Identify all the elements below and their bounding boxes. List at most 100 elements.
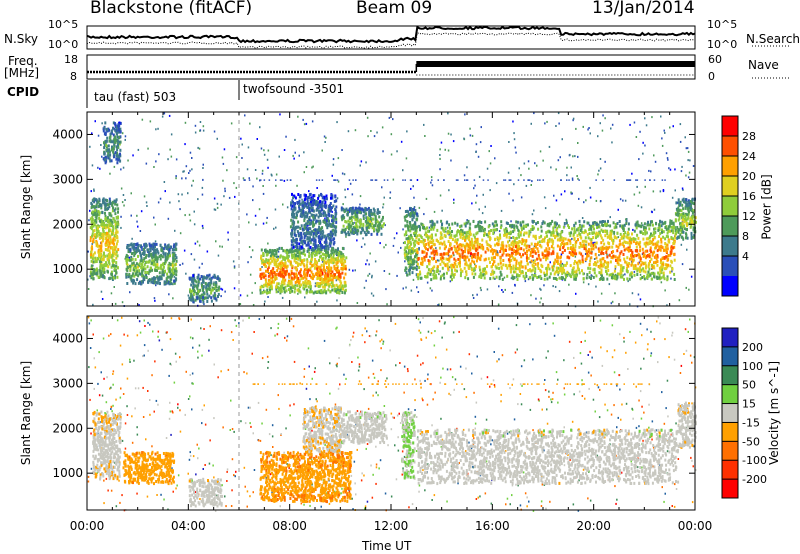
power-echo-cell <box>166 244 169 248</box>
power-echo-cell <box>110 270 113 274</box>
power-echo-cell <box>282 280 285 284</box>
power-echo-cell <box>486 264 488 268</box>
power-echo-cell <box>97 275 100 279</box>
power-echo-cell <box>435 274 437 278</box>
power-echo-cell <box>140 280 143 284</box>
power-echo-cell <box>263 283 266 287</box>
power-echo-cell <box>478 243 481 246</box>
power-echo-cell <box>479 227 482 231</box>
power-echo-cell <box>318 274 321 277</box>
power-noise-cell <box>386 303 388 306</box>
power-echo-cell <box>99 246 102 250</box>
power-noise-cell <box>597 173 599 176</box>
power-noise-cell <box>425 197 428 200</box>
power-echo-cell <box>102 237 104 241</box>
power-echo-cell <box>303 219 306 223</box>
power-echo-cell <box>324 213 327 217</box>
power-echo-cell <box>130 264 133 268</box>
power-echo-cell <box>112 229 114 233</box>
power-echo-cell <box>152 247 155 251</box>
power-noise-cell <box>259 126 261 129</box>
power-echo-cell <box>108 234 111 238</box>
power-echo-cell <box>175 247 178 251</box>
power-echo-cell <box>119 121 122 125</box>
power-echo-cell <box>283 282 286 286</box>
power-echo-cell <box>492 224 495 228</box>
power-echo-cell <box>656 243 659 247</box>
power-echo-cell <box>144 255 147 259</box>
power-echo-cell <box>91 232 94 236</box>
power-echo-cell <box>372 217 374 221</box>
power-echo-cell <box>415 260 418 264</box>
power-echo-cell <box>322 256 325 260</box>
power-noise-cell <box>264 300 266 303</box>
power-echo-cell <box>284 258 286 262</box>
power-echo-cell <box>316 245 319 249</box>
power-echo-cell <box>289 273 292 277</box>
power-echo-cell <box>317 219 320 223</box>
power-noise-cell <box>368 263 370 266</box>
power-noise-cell <box>410 187 412 190</box>
power-echo-cell <box>665 234 668 238</box>
power-echo-cell <box>306 197 309 201</box>
power-3000km-cell <box>443 179 445 181</box>
power-noise-cell <box>440 141 443 144</box>
power-echo-cell <box>270 271 273 275</box>
power-echo-cell <box>614 265 617 269</box>
power-echo-cell <box>331 274 334 278</box>
power-echo-cell <box>358 206 361 210</box>
power-echo-cell <box>483 272 486 276</box>
power-echo-cell <box>111 209 114 213</box>
power-echo-cell <box>367 206 370 210</box>
power-noise-cell <box>568 283 570 286</box>
power-echo-cell <box>414 208 417 212</box>
power-echo-cell <box>532 234 535 238</box>
power-echo-cell <box>109 228 112 232</box>
power-echo-cell <box>367 221 370 225</box>
power-echo-cell <box>581 269 583 273</box>
power-echo-cell <box>108 197 111 201</box>
power-echo-cell <box>268 290 271 294</box>
power-echo-cell <box>617 245 620 249</box>
power-echo-cell <box>125 267 128 271</box>
power-echo-cell <box>423 258 426 262</box>
power-echo-cell <box>277 266 280 270</box>
power-echo-cell <box>608 234 611 238</box>
power-echo-cell <box>298 242 301 246</box>
power-echo-cell <box>109 200 112 203</box>
power-echo-cell <box>355 221 357 225</box>
power-echo-cell <box>308 206 310 210</box>
power-noise-cell <box>566 174 568 177</box>
power-noise-cell <box>416 179 419 181</box>
power-noise-cell <box>536 164 538 167</box>
power-echo-cell <box>406 220 409 224</box>
power-echo-cell <box>487 248 490 252</box>
power-echo-cell <box>89 226 92 230</box>
power-echo-cell <box>293 231 296 235</box>
power-echo-cell <box>321 291 324 295</box>
power-echo-cell <box>278 288 281 292</box>
power-echo-cell <box>335 217 338 221</box>
power-echo-cell <box>118 121 121 125</box>
power-echo-cell <box>411 218 414 222</box>
power-noise-cell <box>495 182 498 185</box>
power-echo-cell <box>664 220 667 224</box>
power-echo-cell <box>107 156 110 160</box>
power-echo-cell <box>332 261 335 265</box>
power-echo-cell <box>552 264 555 268</box>
power-noise-cell <box>194 124 197 127</box>
power-echo-cell <box>303 214 306 218</box>
power-echo-cell <box>413 258 416 262</box>
power-echo-cell <box>658 275 661 279</box>
power-echo-cell <box>435 249 438 253</box>
power-echo-cell <box>651 234 654 238</box>
power-echo-cell <box>90 220 93 224</box>
power-echo-cell <box>320 281 323 285</box>
power-echo-cell <box>341 261 343 265</box>
power-noise-cell <box>223 195 225 198</box>
power-echo-cell <box>329 232 332 236</box>
power-echo-cell <box>107 144 110 148</box>
power-echo-cell <box>321 204 324 208</box>
power-echo-cell <box>324 256 327 260</box>
power-noise-cell <box>249 122 251 125</box>
